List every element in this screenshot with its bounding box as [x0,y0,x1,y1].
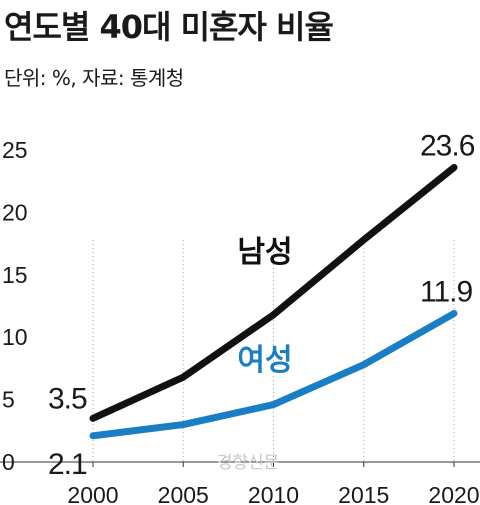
chart-title: 연도별 40대 미혼자 비율 [4,8,334,46]
data-label-first: 3.5 [48,382,87,415]
x-tick-label: 2015 [338,482,389,505]
data-label-first: 2.1 [48,448,87,481]
x-tick-label: 2010 [248,482,299,505]
chart-subtitle: 단위: %, 자료: 통계청 [4,66,184,90]
data-label-last: 11.9 [420,275,472,308]
data-label-last: 23.6 [420,129,475,162]
x-tick-label: 2005 [158,482,209,505]
y-tick-label: 5 [2,387,15,413]
watermark: 경향신문 [217,453,280,473]
x-tick-label: 2020 [428,482,479,505]
x-tick-label: 2000 [67,482,118,505]
y-tick-label: 20 [2,199,28,225]
y-tick-label: 25 [2,137,28,163]
y-tick-label: 15 [2,262,28,288]
series-name-label: 여성 [237,343,292,378]
y-tick-label: 10 [2,324,28,350]
series-layer [89,163,458,440]
y-tick-label: 0 [2,449,15,475]
series-name-label: 남성 [237,235,292,270]
labels-layer: 2000 2005 2010 2015 2020 0 5 10 15 20 25 3.5 23.6 남성 2… [2,129,480,505]
